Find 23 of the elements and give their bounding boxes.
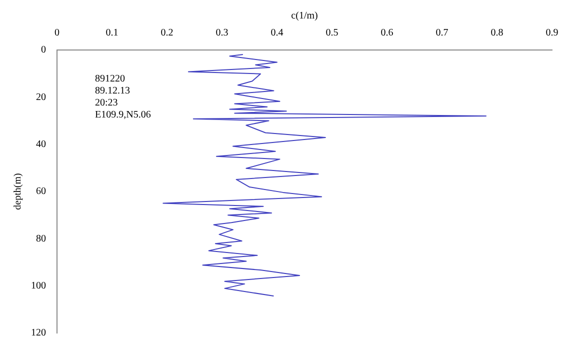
x-tick-label: 0.6 <box>380 28 394 39</box>
annotation: 891220 <box>95 74 125 85</box>
y-tick-label: 0 <box>41 44 46 56</box>
y-tick-label: 100 <box>31 280 46 292</box>
x-tick-label: 0.3 <box>216 28 228 39</box>
y-tick-label: 80 <box>36 233 46 244</box>
x-tick-label: 0.5 <box>326 28 338 39</box>
y-tick-label: 20 <box>36 92 46 103</box>
y-tick-label: 60 <box>36 186 46 198</box>
x-axis-title: c(1/m) <box>291 10 318 22</box>
x-tick-label: 0.7 <box>436 28 448 39</box>
x-tick-label: 0.4 <box>270 28 284 39</box>
y-tick-label: 120 <box>31 328 46 339</box>
x-tick-label: 0.1 <box>106 28 118 39</box>
x-tick-label: 0.9 <box>546 28 558 39</box>
x-tick-label: 0.8 <box>490 28 504 39</box>
x-tick-label: 0.2 <box>160 28 174 39</box>
annotation: E109.9,N5.06 <box>95 110 151 121</box>
x-tick-label: 0 <box>54 28 60 39</box>
annotation: 20:23 <box>95 98 118 109</box>
y-tick-label: 40 <box>36 138 46 150</box>
annotation: 89.12.13 <box>95 86 130 97</box>
y-axis-title: depth(m) <box>12 173 24 210</box>
